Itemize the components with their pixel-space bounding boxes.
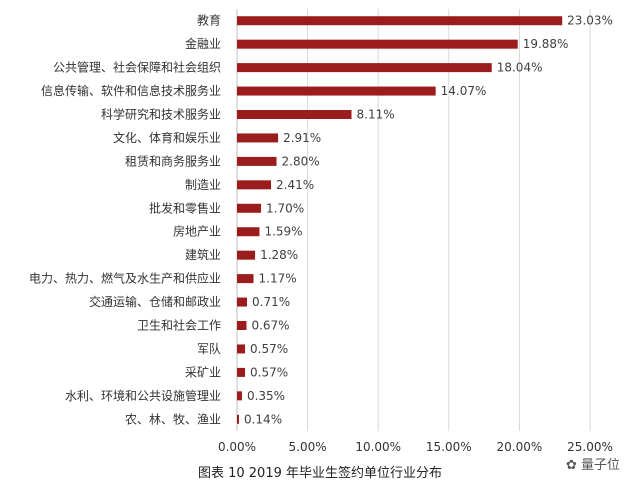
bar xyxy=(237,344,246,354)
category-label: 卫生和社会工作 xyxy=(137,318,221,333)
data-label: 0.14% xyxy=(244,412,282,426)
x-tick-label: 25.00% xyxy=(567,440,613,454)
category-label: 农、林、牧、渔业 xyxy=(125,412,221,426)
bar xyxy=(237,133,279,143)
bar xyxy=(237,391,242,401)
bar xyxy=(237,110,352,119)
x-axis-ticks: 0.00% 5.00% 10.00% 15.00% 20.00% 25.00% xyxy=(218,440,613,454)
data-label: 0.71% xyxy=(252,295,290,309)
bar xyxy=(237,203,262,213)
bars xyxy=(237,16,563,424)
x-tick-label: 20.00% xyxy=(497,440,543,454)
data-label: 0.57% xyxy=(250,365,288,379)
bar xyxy=(237,274,254,284)
bar xyxy=(237,250,256,260)
gridlines xyxy=(236,9,591,431)
data-label: 1.28% xyxy=(260,248,298,262)
category-label: 公共管理、社会保障和社会组织 xyxy=(53,60,221,75)
x-tick-label: 10.00% xyxy=(355,440,401,454)
data-label: 18.04% xyxy=(497,61,543,75)
figure-caption: 图表 10 2019 年毕业生签约单位行业分布 xyxy=(197,466,443,481)
data-label: 19.88% xyxy=(523,37,569,51)
bar xyxy=(237,16,563,26)
data-label: 1.59% xyxy=(264,225,302,239)
category-label: 采矿业 xyxy=(185,365,221,379)
category-label: 交通运输、仓储和邮政业 xyxy=(89,294,221,309)
category-label: 教育 xyxy=(197,13,221,28)
category-label: 租赁和商务服务业 xyxy=(125,153,221,168)
data-label: 0.35% xyxy=(247,389,285,403)
wechat-icon: ✿ xyxy=(565,458,581,473)
category-label: 电力、热力、燃气及水生产和供应业 xyxy=(29,271,221,286)
bar xyxy=(237,86,436,96)
bar xyxy=(237,63,492,73)
data-labels: 23.03% 19.88% 18.04% 14.07% 8.11% 2.91% 2.80% 2… xyxy=(244,14,613,427)
category-label: 房地产业 xyxy=(173,224,221,239)
watermark: ✿ 量子位 xyxy=(566,454,620,473)
x-tick-label: 0.00% xyxy=(218,440,256,454)
bar xyxy=(237,297,248,307)
data-label: 1.70% xyxy=(266,201,304,215)
bar xyxy=(237,321,247,330)
category-label: 建筑业 xyxy=(185,247,221,262)
category-label: 金融业 xyxy=(185,36,221,51)
category-label: 水利、环境和公共设施管理业 xyxy=(65,388,221,403)
data-label: 2.41% xyxy=(276,178,314,192)
bar xyxy=(237,367,246,377)
data-label: 0.57% xyxy=(250,342,288,356)
category-label: 科学研究和技术服务业 xyxy=(101,107,221,122)
data-label: 2.80% xyxy=(282,154,320,168)
data-label: 2.91% xyxy=(283,131,321,145)
bar xyxy=(237,39,518,49)
data-label: 8.11% xyxy=(357,108,395,122)
bar xyxy=(237,180,272,190)
category-label: 文化、体育和娱乐业 xyxy=(113,130,221,145)
watermark-text: 量子位 xyxy=(580,458,620,473)
x-tick-label: 5.00% xyxy=(289,440,327,454)
bar xyxy=(237,156,277,166)
data-label: 0.67% xyxy=(251,319,289,333)
data-label: 14.07% xyxy=(441,84,487,98)
category-label: 信息传输、软件和信息技术服务业 xyxy=(41,83,221,98)
data-label: 23.03% xyxy=(567,14,613,28)
bar xyxy=(237,227,260,237)
category-labels: 教育金融业公共管理、社会保障和社会组织信息传输、软件和信息技术服务业科学研究和技… xyxy=(29,13,221,427)
bar xyxy=(237,414,239,424)
data-label: 1.17% xyxy=(259,272,297,286)
category-label: 军队 xyxy=(197,341,221,356)
category-label: 批发和零售业 xyxy=(149,200,221,215)
x-tick-label: 15.00% xyxy=(426,440,472,454)
category-label: 制造业 xyxy=(185,178,221,192)
